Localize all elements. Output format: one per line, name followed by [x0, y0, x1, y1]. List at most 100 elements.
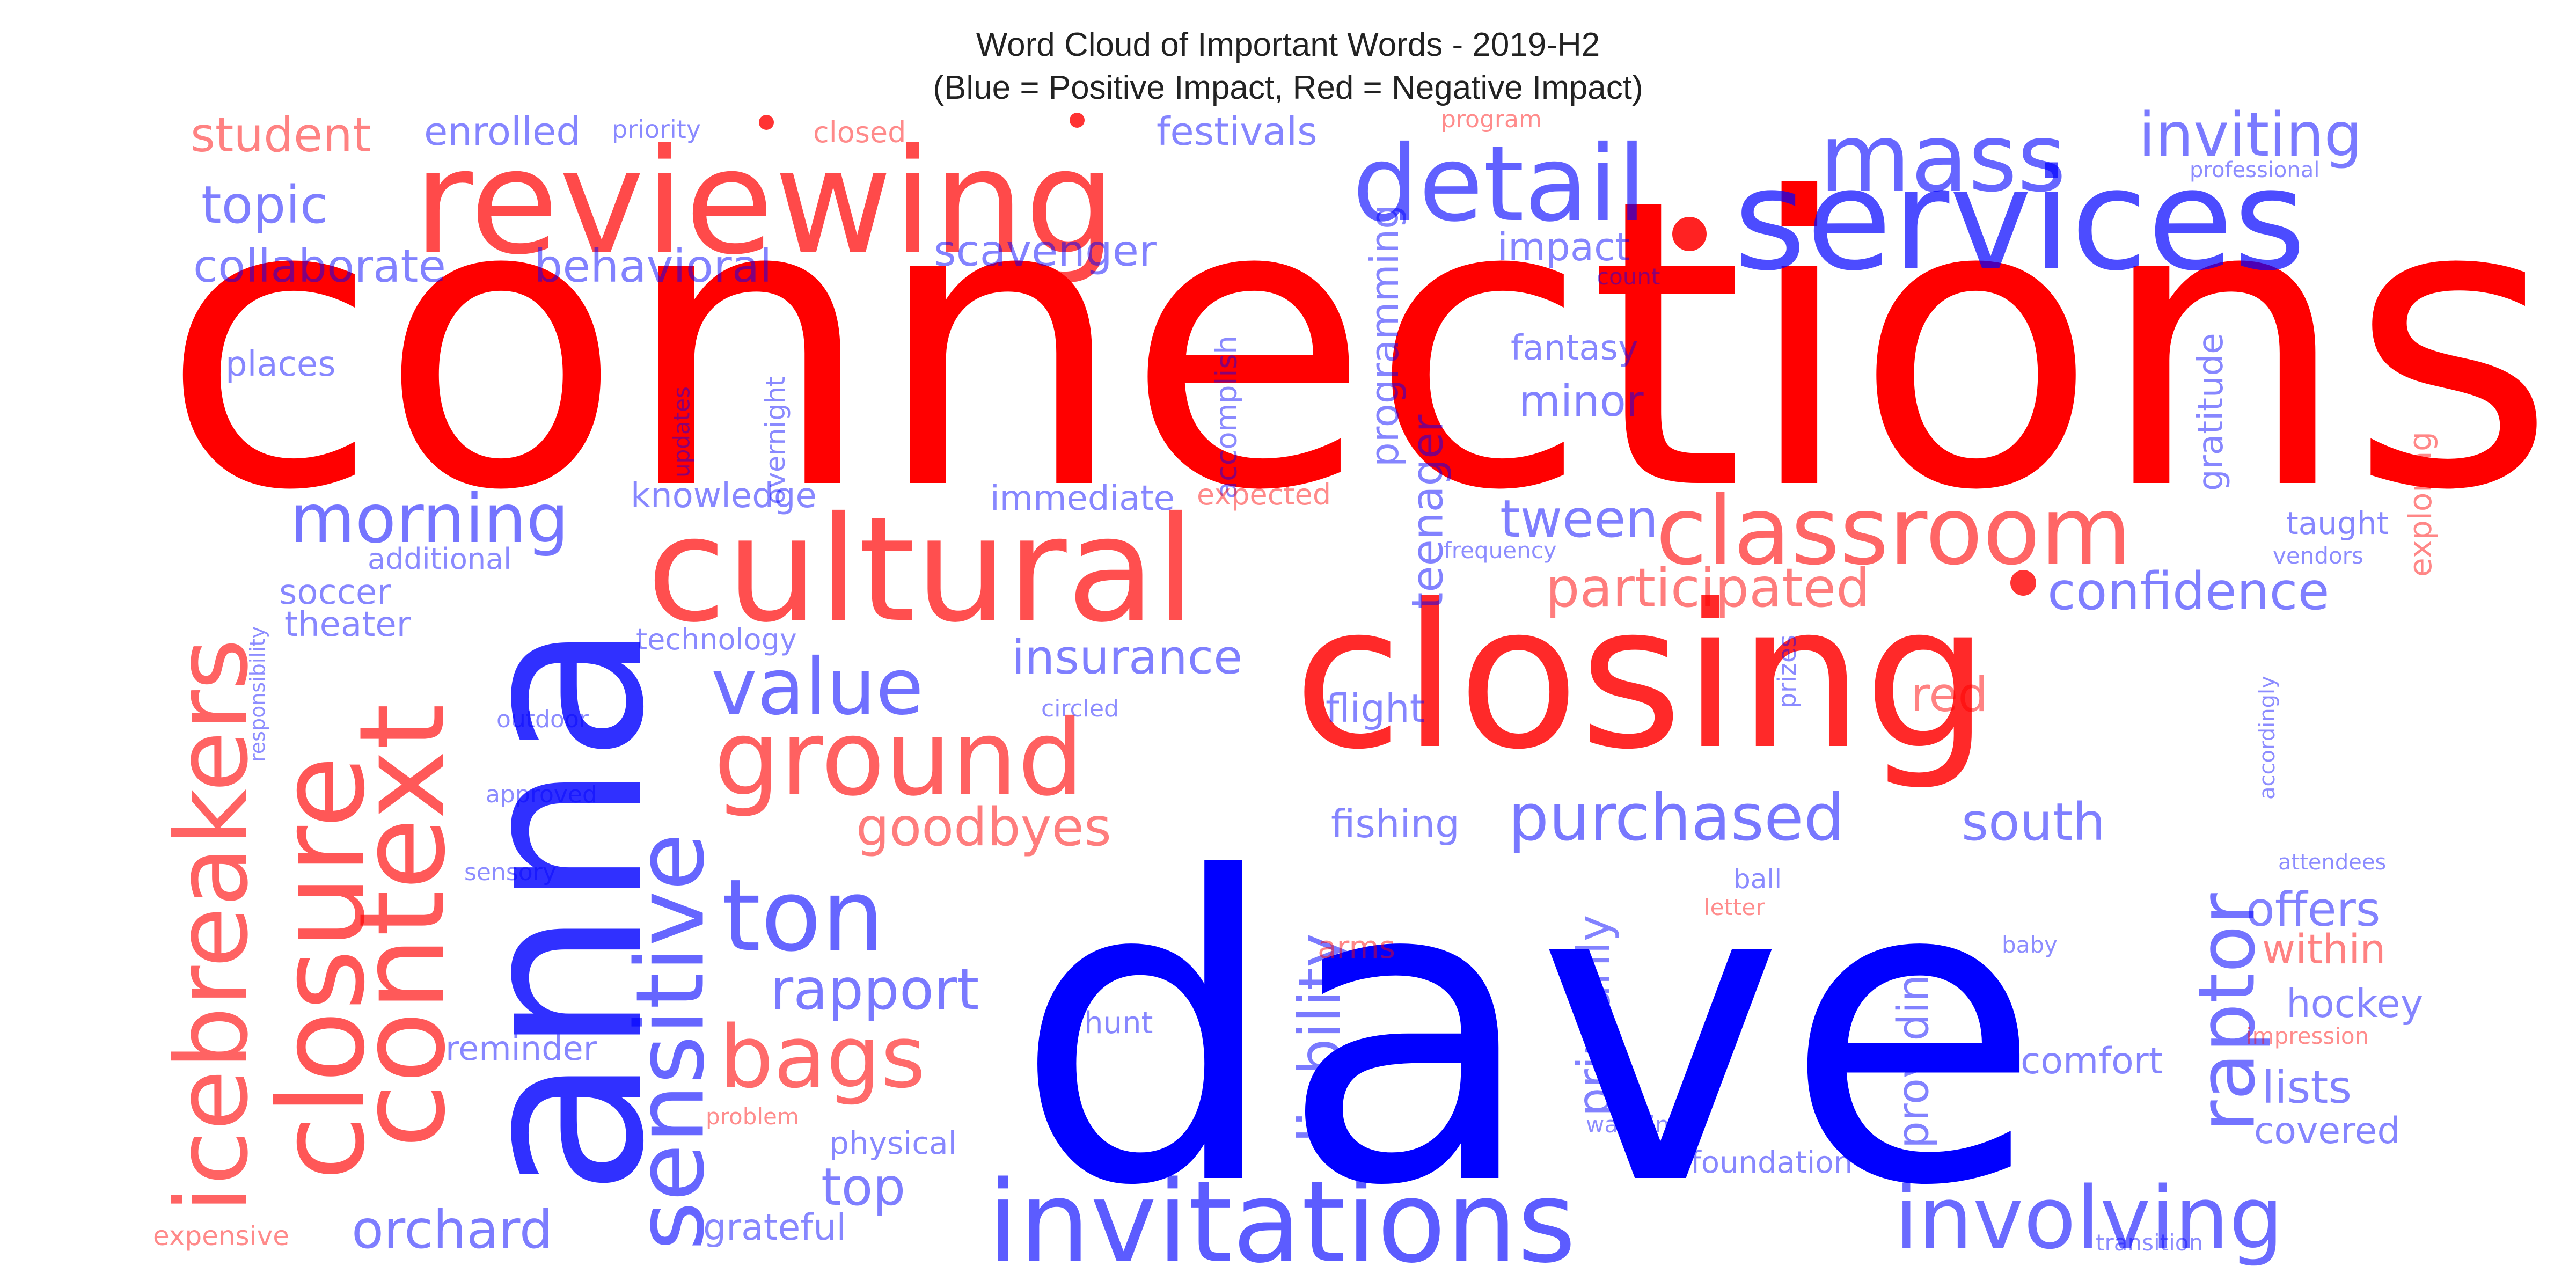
word-enrolled: enrolled [424, 109, 581, 154]
word-within: within [2262, 925, 2386, 973]
word-fishing: fishing [1331, 801, 1460, 846]
word-classroom: classroom [1656, 477, 2132, 586]
word-anna: anna [427, 621, 695, 1197]
word-comfort: comfort [2021, 1040, 2163, 1082]
word-attendees: attendees [2278, 850, 2386, 875]
word-places: places [225, 345, 336, 384]
word-knowledge: knowledge [631, 476, 817, 516]
decorative-dot [1070, 113, 1085, 128]
word-ground: ground [714, 697, 1084, 819]
word-physical: physical [829, 1125, 957, 1161]
word-context: context [334, 704, 471, 1148]
word-student: student [191, 107, 371, 163]
word-topic: topic [201, 175, 328, 235]
word-fantasy: fantasy [1511, 328, 1638, 368]
word-priority: priority [612, 115, 701, 144]
word-prizes: prizes [1773, 635, 1802, 708]
word-closing: closing [1293, 562, 1990, 793]
word-behavioral: behavioral [534, 240, 772, 292]
word-purchased: purchased [1508, 781, 1845, 855]
word-goodbyes: goodbyes [856, 797, 1111, 858]
word-impact: impact [1497, 224, 1630, 269]
word-foundation: foundation [1690, 1145, 1853, 1180]
word-hunt: hunt [1084, 1006, 1153, 1041]
word-involving: involving [1894, 1168, 2284, 1268]
word-approved: approved [486, 781, 597, 808]
word-ball: ball [1733, 863, 1782, 895]
word-warming: warming [1586, 1111, 1684, 1138]
word-festivals: festivals [1157, 109, 1318, 154]
word-bags: bags [719, 1007, 926, 1107]
word-participated: participated [1546, 557, 1870, 619]
word-scavenger: scavenger [934, 226, 1157, 276]
word-overnight: overnight [760, 376, 791, 504]
word-morning: morning [290, 480, 569, 558]
word-theater: theater [284, 605, 411, 645]
word-transition: transition [2096, 1230, 2203, 1256]
word-icebreakers: icebreakers [154, 639, 270, 1213]
word-closed: closed [813, 115, 906, 149]
word-connections: connections [161, 114, 2556, 577]
word-rapport: rapport [770, 957, 979, 1022]
word-detail: detail [1352, 123, 1646, 245]
word-closure: closure [253, 756, 391, 1181]
word-flight: flight [1326, 686, 1425, 731]
word-orchard: orchard [352, 1199, 553, 1261]
word-hockey: hockey [2286, 981, 2423, 1026]
word-mass: mass [1819, 104, 2066, 213]
word-primarily: primarily [1568, 915, 1620, 1116]
word-services: services [1733, 140, 2306, 302]
word-soccer: soccer [279, 573, 391, 612]
word-inviting: inviting [2139, 100, 2362, 170]
word-problem: problem [706, 1103, 799, 1130]
word-taught: taught [2286, 505, 2389, 541]
word-programming: programming [1362, 204, 1407, 467]
word-reviewing: reviewing [413, 118, 1116, 287]
word-teenager: teenager [1403, 414, 1453, 609]
word-vendors: vendors [2273, 543, 2363, 569]
word-accordingly: accordingly [2255, 676, 2280, 800]
word-responsibility: responsibility [246, 626, 269, 762]
word-south: south [1962, 792, 2105, 852]
word-gratitude: gratitude [2191, 333, 2231, 491]
decorative-dot [759, 115, 774, 130]
word-grateful: grateful [703, 1206, 846, 1249]
word-top: top [821, 1157, 905, 1217]
word-tween: tween [1500, 489, 1658, 549]
word-baby: baby [2002, 932, 2058, 958]
word-reminder: reminder [445, 1029, 597, 1068]
word-exploring: exploring [2402, 431, 2439, 577]
word-letter: letter [1704, 894, 1765, 920]
word-providing: providing [1889, 947, 1938, 1148]
word-program: program [1441, 106, 1542, 133]
word-outdoor: outdoor [496, 706, 589, 733]
word-insurance: insurance [1012, 630, 1242, 685]
word-immediate: immediate [990, 479, 1175, 518]
word-expected: expected [1197, 478, 1331, 511]
chart-title-line: Word Cloud of Important Words - 2019-H2 [976, 26, 1600, 63]
word-offers: offers [2246, 882, 2381, 937]
word-covered: covered [2254, 1110, 2401, 1152]
word-expensive: expensive [153, 1220, 289, 1252]
word-dave: dave [1014, 789, 2042, 1277]
chart-subtitle: (Blue = Positive Impact, Red = Negative … [933, 69, 1643, 106]
word-confidence: confidence [2047, 561, 2330, 621]
word-value: value [711, 642, 924, 733]
word-technology: technology [636, 623, 797, 656]
word-count: count [1597, 264, 1660, 290]
word-frequency: frequency [1444, 537, 1557, 564]
word-lists: lists [2262, 1061, 2352, 1114]
word-red: red [1911, 667, 1988, 722]
word-arms: arms [1318, 929, 1395, 965]
word-sensory: sensory [464, 859, 557, 886]
word-minor: minor [1519, 376, 1644, 426]
chart-title: Word Cloud of Important Words - 2019-H2 … [0, 24, 2576, 109]
word-sensitive: sensitive [617, 833, 726, 1250]
decorative-dot [2010, 570, 2036, 596]
dot-layer [759, 113, 2036, 596]
decorative-dot [1672, 217, 1707, 251]
word-additional: additional [368, 542, 511, 576]
word-cultural: cultural [647, 485, 1196, 654]
